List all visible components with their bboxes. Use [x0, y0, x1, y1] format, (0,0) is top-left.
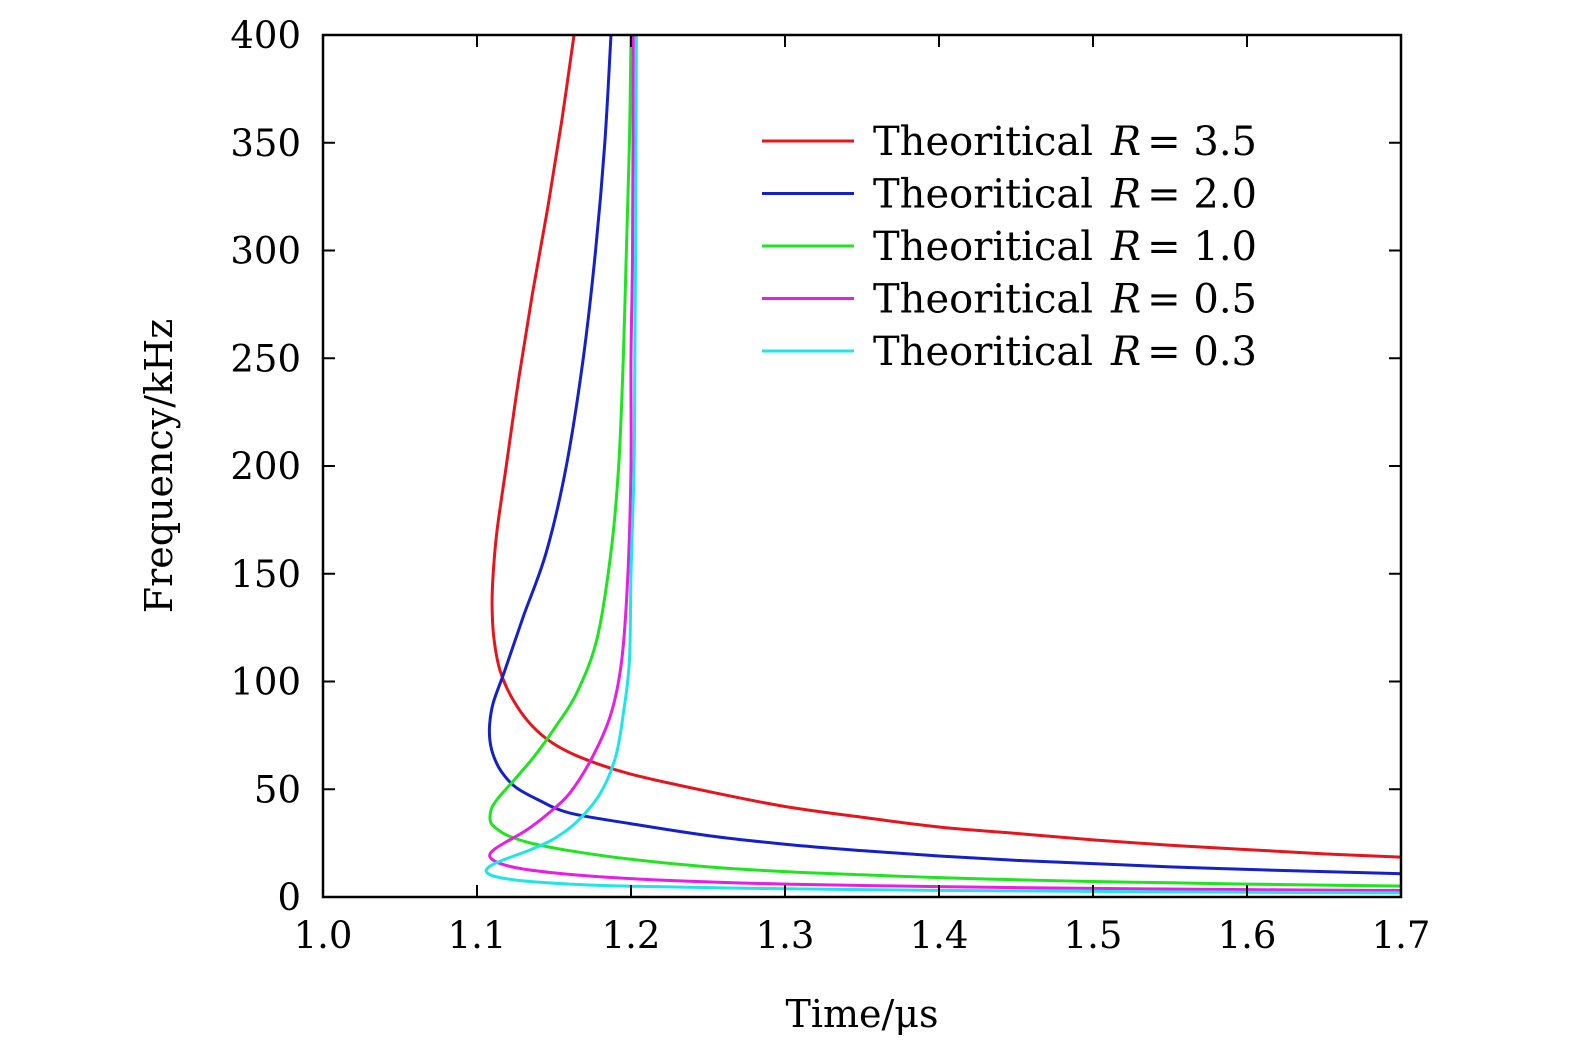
- y-tick-label: 150: [230, 553, 301, 596]
- legend-prefix: Theoritical: [873, 119, 1093, 165]
- legend-prefix: Theoritical: [873, 277, 1093, 323]
- x-tick-label: 1.7: [1372, 914, 1431, 957]
- series-line-1: [487, 35, 1401, 876]
- legend-variable: R: [1110, 329, 1141, 375]
- legend-value: = 3.5: [1147, 119, 1257, 165]
- y-tick-label: 250: [230, 337, 301, 380]
- series-layer: [484, 35, 1401, 895]
- legend-label-1: Theoritical R = 2.0: [873, 172, 1257, 218]
- y-tick-label: 300: [230, 230, 301, 273]
- x-tick-label: 1.3: [756, 914, 815, 957]
- legend-prefix: Theoritical: [873, 224, 1093, 270]
- series-line-2: [488, 35, 1401, 888]
- x-tick-label: 1.0: [294, 914, 353, 957]
- x-tick-label: 1.1: [448, 914, 507, 957]
- y-tick-label: 400: [230, 14, 301, 57]
- legend-value: = 1.0: [1147, 224, 1257, 270]
- y-axis-title: Frequency/kHz: [137, 319, 181, 614]
- y-tick-label: 100: [230, 661, 301, 704]
- y-tick-label: 50: [254, 768, 301, 811]
- legend-value: = 0.5: [1147, 277, 1257, 323]
- x-axis-title: Time/μs: [785, 992, 938, 1036]
- x-tick-label: 1.5: [1064, 914, 1123, 957]
- ticks-layer: 1.0 1.1 1.2 1.3 1.4 1.5 1.6 1.7 0 50 100 150 200 250 3…: [230, 14, 1430, 957]
- series-line-0: [490, 35, 1401, 859]
- y-tick-label: 350: [230, 122, 301, 165]
- legend-variable: R: [1110, 119, 1141, 165]
- legend-label-3: Theoritical R = 0.5: [873, 277, 1257, 323]
- legend-variable: R: [1110, 277, 1141, 323]
- series-line-4: [484, 35, 1401, 895]
- legend-value: = 0.3: [1147, 329, 1257, 375]
- legend-prefix: Theoritical: [873, 329, 1093, 375]
- x-tick-label: 1.6: [1218, 914, 1277, 957]
- legend-label-2: Theoritical R = 1.0: [873, 224, 1257, 270]
- y-tick-label: 200: [230, 445, 301, 488]
- series-line-3: [488, 35, 1401, 893]
- x-tick-label: 1.2: [602, 914, 661, 957]
- legend-label-0: Theoritical R = 3.5: [873, 119, 1257, 165]
- legend-value: = 2.0: [1147, 172, 1257, 218]
- y-tick-label: 0: [277, 876, 301, 919]
- legend-label-4: Theoritical R = 0.3: [873, 329, 1257, 375]
- legend-prefix: Theoritical: [873, 172, 1093, 218]
- legend-variable: R: [1110, 224, 1141, 270]
- legend-variable: R: [1110, 172, 1141, 218]
- x-tick-label: 1.4: [910, 914, 969, 957]
